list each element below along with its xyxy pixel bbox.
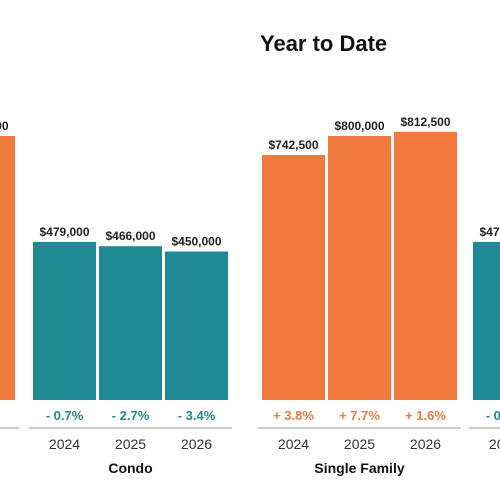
chart-title: Year to Date [260, 31, 387, 56]
bar [99, 246, 162, 400]
chart-marks: $800,000%2026$479,000- 0.7%2024$466,000-… [0, 115, 500, 476]
x-tick-label: 2026 [181, 436, 212, 452]
bar [0, 136, 15, 400]
group-label: Condo [108, 460, 152, 476]
change-label: + 7.7% [339, 408, 380, 423]
value-label: $450,000 [171, 235, 221, 249]
change-label: + 1.6% [405, 408, 446, 423]
value-label: $800,000 [0, 119, 9, 133]
x-tick-label: 2025 [115, 436, 146, 452]
x-tick-label: 2024 [489, 436, 500, 452]
value-label: $800,000 [334, 119, 384, 133]
value-label: $466,000 [105, 229, 155, 243]
change-label: - 3.4% [178, 408, 216, 423]
group-label: Single Family [314, 460, 404, 476]
value-label: $742,500 [268, 138, 318, 152]
value-label: $812,500 [400, 115, 450, 129]
change-label: - 2.7% [112, 408, 150, 423]
x-tick-label: 2025 [344, 436, 375, 452]
x-tick-label: 2024 [278, 436, 309, 452]
bar [394, 131, 457, 400]
change-label: + 3.8% [273, 408, 314, 423]
bar [33, 241, 96, 400]
value-label: $479,000 [39, 225, 89, 239]
change-label: - 0.7% [486, 408, 500, 423]
bar [165, 251, 228, 400]
x-tick-label: 2026 [410, 436, 441, 452]
value-label: $479,000 [479, 225, 500, 239]
bar [473, 241, 500, 400]
change-label: - 0.7% [46, 408, 84, 423]
x-tick-label: 2024 [49, 436, 80, 452]
bar [328, 136, 391, 400]
bar [262, 154, 325, 400]
